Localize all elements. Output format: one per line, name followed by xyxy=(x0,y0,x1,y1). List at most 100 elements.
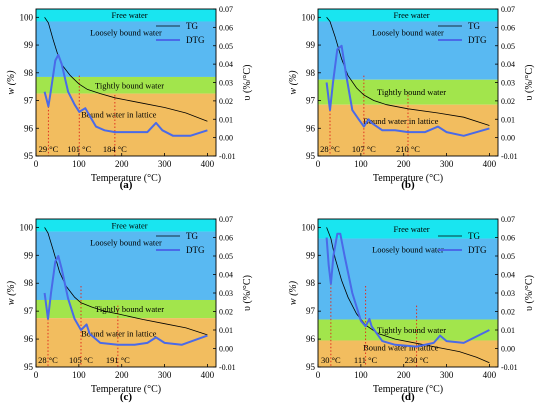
y-right-tick-label: 0.07 xyxy=(501,5,515,14)
tg-series-line xyxy=(326,17,490,126)
region-label-free: Free water xyxy=(112,10,148,20)
y-right-tick-label: 0.02 xyxy=(219,308,233,317)
region-label-lattice: Bound water in lattice xyxy=(363,343,439,353)
dtg-series-line xyxy=(43,53,208,137)
marker-label: 111 °C xyxy=(354,355,378,365)
y-right-tick-label: 0.05 xyxy=(501,42,515,51)
y-right-tick-label: 0.04 xyxy=(219,60,233,69)
legend-tg-label: TG xyxy=(468,231,480,241)
y-left-axis-label: w (%) xyxy=(6,70,17,95)
series-group xyxy=(43,17,208,137)
y-right-tick-label: 0.05 xyxy=(501,252,515,261)
y-left-tick-label: 95 xyxy=(306,362,316,372)
marker-label: 28 °C xyxy=(38,355,58,365)
x-tick-label: 0 xyxy=(316,159,321,169)
panel-caption: (d) xyxy=(401,391,415,403)
y-right-tick-label: 0.00 xyxy=(501,345,515,354)
y-right-tick-label: 0.00 xyxy=(219,345,233,354)
y-left-tick-label: 98 xyxy=(24,68,34,78)
panel-caption: (b) xyxy=(401,179,415,191)
y-right-tick-label: -0.01 xyxy=(219,363,236,372)
y-right-tick-label: 0.04 xyxy=(501,60,515,69)
tg-series-line xyxy=(44,17,208,122)
chart-panel: Free water Loosely bound water Tightly bou… xyxy=(6,215,253,403)
chart-panel: Free water Loosely bound water Tightly bou… xyxy=(6,5,253,191)
y-left-tick-label: 96 xyxy=(24,123,34,133)
panel-caption: (a) xyxy=(120,179,133,191)
x-tick-label: 400 xyxy=(483,159,497,169)
legend-dtg-label: DTG xyxy=(186,245,205,255)
region-label-loose: Loosely bound water xyxy=(372,245,444,255)
y-left-tick-label: 98 xyxy=(24,278,34,288)
region-label-free: Free water xyxy=(112,220,148,230)
region-label-lattice: Bound water in lattice xyxy=(81,329,157,339)
x-tick-label: 400 xyxy=(483,370,497,380)
y-right-tick-label: 0.04 xyxy=(219,271,233,280)
series-group xyxy=(43,227,208,346)
region-lattice xyxy=(36,93,216,156)
y-right-tick-label: -0.01 xyxy=(501,363,518,372)
region-label-tight: Tightly bound water xyxy=(377,87,446,97)
x-tick-label: 300 xyxy=(158,370,172,380)
region-free xyxy=(318,219,498,239)
region-label-tight: Tightly bound water xyxy=(377,325,446,335)
y-right-tick-label: 0.06 xyxy=(501,234,515,243)
dtg-series-line xyxy=(325,232,490,348)
x-axis-label: Temperature (°C) xyxy=(91,173,161,184)
region-free xyxy=(36,9,216,22)
y-right-tick-label: 0.07 xyxy=(219,215,233,224)
panel-caption: (c) xyxy=(120,391,133,403)
y-left-tick-label: 95 xyxy=(24,362,34,372)
y-right-tick-label: 0.05 xyxy=(219,252,233,261)
y-right-tick-label: 0.06 xyxy=(501,23,515,32)
y-right-axis-label: υ (%/°C) xyxy=(524,275,535,311)
y-left-tick-label: 97 xyxy=(24,306,34,316)
chart-panel: Free water Loosely bound water Tightly bou… xyxy=(288,5,535,191)
y-left-tick-label: 95 xyxy=(306,151,316,161)
marker-label: 184 °C xyxy=(103,144,127,154)
x-tick-label: 300 xyxy=(440,159,454,169)
y-left-axis-label: w (%) xyxy=(288,280,299,305)
y-left-tick-label: 97 xyxy=(24,96,34,106)
y-right-tick-label: 0.02 xyxy=(501,308,515,317)
x-tick-label: 200 xyxy=(115,370,129,380)
y-left-axis-label: w (%) xyxy=(288,70,299,95)
y-left-tick-label: 100 xyxy=(20,222,34,232)
region-loose xyxy=(318,21,498,80)
marker-label: 101 °C xyxy=(67,144,91,154)
y-left-tick-label: 99 xyxy=(306,250,316,260)
x-tick-label: 200 xyxy=(397,370,411,380)
y-left-tick-label: 99 xyxy=(24,250,34,260)
marker-label: 30 °C xyxy=(321,355,341,365)
y-right-tick-label: 0.01 xyxy=(219,326,233,335)
y-right-tick-label: 0.07 xyxy=(501,215,515,224)
y-right-tick-label: 0.03 xyxy=(501,289,515,298)
chart-panel: Free water Loosely bound water Tightly bou… xyxy=(288,215,535,403)
y-right-tick-label: 0.00 xyxy=(501,134,515,143)
legend-tg-label: TG xyxy=(468,21,480,31)
y-left-tick-label: 98 xyxy=(306,68,316,78)
region-label-loose: Loosely bound water xyxy=(90,27,162,37)
x-tick-label: 300 xyxy=(440,370,454,380)
y-right-tick-label: 0.06 xyxy=(219,23,233,32)
marker-label: 191 °C xyxy=(106,355,130,365)
y-left-tick-label: 96 xyxy=(24,334,34,344)
x-tick-label: 100 xyxy=(72,159,86,169)
y-right-axis-label: υ (%/°C) xyxy=(242,65,253,101)
y-left-tick-label: 100 xyxy=(20,12,34,22)
dtg-series-line xyxy=(43,255,208,346)
x-tick-label: 100 xyxy=(72,370,86,380)
y-left-tick-label: 100 xyxy=(302,12,316,22)
y-right-tick-label: -0.01 xyxy=(501,152,518,161)
y-right-tick-label: 0.00 xyxy=(219,134,233,143)
region-loose xyxy=(36,21,216,77)
y-right-axis-label: υ (%/°C) xyxy=(524,65,535,101)
y-right-tick-label: 0.06 xyxy=(219,234,233,243)
x-tick-label: 100 xyxy=(354,370,368,380)
region-label-tight: Tightly bound water xyxy=(95,80,164,90)
y-left-tick-label: 99 xyxy=(306,40,316,50)
x-tick-label: 0 xyxy=(316,370,321,380)
y-right-tick-label: 0.02 xyxy=(501,97,515,106)
legend-tg-label: TG xyxy=(186,231,198,241)
